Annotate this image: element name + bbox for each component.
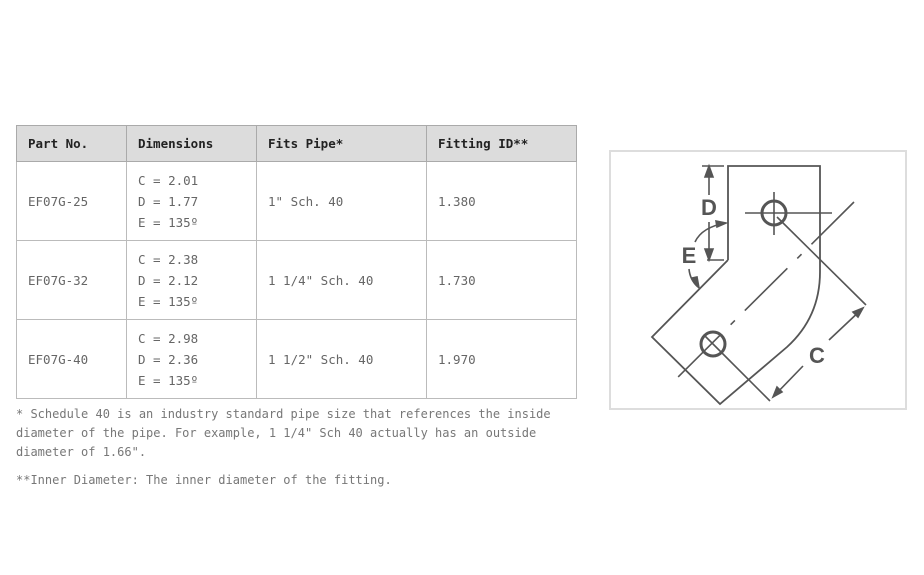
elbow-fitting-diagram: D E C [609, 150, 907, 410]
part-no: EF07G-25 [16, 161, 127, 241]
footnotes: * Schedule 40 is an industry standard pi… [16, 405, 556, 499]
dim-d: D = 1.77 [138, 193, 199, 209]
dim-d: D = 2.36 [138, 351, 199, 367]
label-e: E [682, 243, 697, 268]
fits-pipe: 1" Sch. 40 [256, 161, 427, 241]
header-fits-pipe: Fits Pipe* [256, 125, 427, 162]
label-d: D [701, 195, 717, 220]
table-row: EF07G-40 C = 2.98 D = 2.36 E = 135º 1 1/2"… [16, 319, 577, 399]
dim-e: E = 135º [138, 372, 199, 388]
header-dimensions: Dimensions [126, 125, 257, 162]
dim-e: E = 135º [138, 293, 199, 309]
table-row: EF07G-25 C = 2.01 D = 1.77 E = 135º 1" Sch… [16, 161, 577, 241]
inner-diameter-note: **Inner Diameter: The inner diameter of … [16, 473, 392, 487]
fits-pipe: 1 1/4" Sch. 40 [256, 240, 427, 320]
dimensions: C = 2.38 D = 2.12 E = 135º [126, 240, 257, 320]
fitting-id: 1.970 [426, 319, 577, 399]
fitting-id: 1.730 [426, 240, 577, 320]
dim-c: C = 2.38 [138, 251, 199, 267]
elbow-drawing: D E C [650, 163, 867, 406]
header-part-no: Part No. [16, 125, 127, 162]
part-no: EF07G-40 [16, 319, 127, 399]
dimensions: C = 2.98 D = 2.36 E = 135º [126, 319, 257, 399]
fits-pipe: 1 1/2" Sch. 40 [256, 319, 427, 399]
dimensions-table: Part No. Dimensions Fits Pipe* Fitting I… [16, 125, 577, 399]
table-row: EF07G-32 C = 2.38 D = 2.12 E = 135º 1 1/4"… [16, 240, 577, 320]
label-c: C [809, 343, 825, 368]
dim-e: E = 135º [138, 214, 199, 230]
dimensions: C = 2.01 D = 1.77 E = 135º [126, 161, 257, 241]
dim-c: C = 2.01 [138, 172, 199, 188]
header-fitting-id: Fitting ID** [426, 125, 577, 162]
schedule-40-note: * Schedule 40 is an industry standard pi… [16, 407, 551, 459]
dim-c: C = 2.98 [138, 330, 199, 346]
dim-d: D = 2.12 [138, 272, 199, 288]
fitting-id: 1.380 [426, 161, 577, 241]
part-no: EF07G-32 [16, 240, 127, 320]
